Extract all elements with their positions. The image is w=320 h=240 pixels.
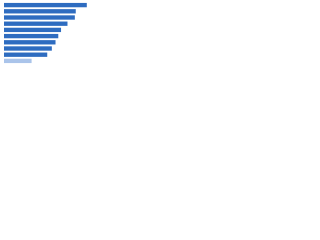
- bar: [4, 15, 75, 20]
- bar: [4, 21, 68, 26]
- bar: [4, 27, 62, 33]
- page: (() => { const data = JSON.parse(documen…: [0, 0, 320, 71]
- bar: [4, 33, 59, 39]
- bar: [4, 2, 87, 8]
- bar: [4, 9, 76, 14]
- bar: [4, 46, 52, 51]
- bar: [4, 52, 48, 57]
- bar: [4, 58, 32, 64]
- chart: [0, 0, 100, 71]
- bar: [4, 40, 56, 45]
